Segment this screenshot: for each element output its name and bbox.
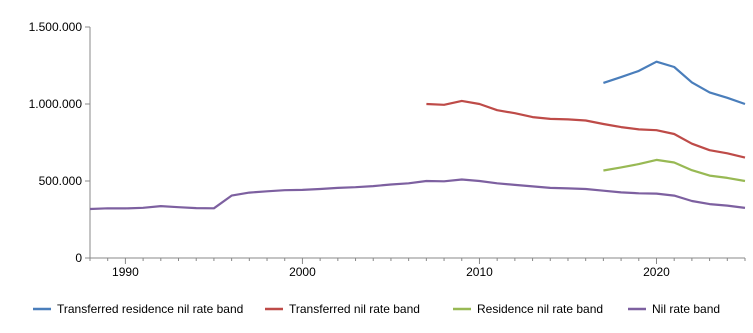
series-line-residence-nil-rate-band: [603, 158, 746, 183]
series-line-nil-rate-band: [89, 178, 746, 211]
series-line-transferred-nil-rate-band: [426, 99, 746, 159]
legend-label: Nil rate band: [652, 302, 720, 316]
legend: Transferred residence nil rate band Trans…: [33, 302, 720, 316]
y-tick-label: 500.000: [39, 174, 83, 188]
x-axis: 1990 2000 2010 2020: [89, 257, 746, 279]
x-tick-label: 2020: [643, 265, 670, 279]
legend-item-transferred-nil-rate-band: Transferred nil rate band: [265, 302, 420, 316]
legend-label: Residence nil rate band: [477, 302, 603, 316]
y-tick-label: 1.500.000: [29, 20, 83, 34]
series-lines: [89, 60, 746, 211]
legend-item-transferred-residence-nil-rate-band: Transferred residence nil rate band: [33, 302, 243, 316]
legend-label: Transferred residence nil rate band: [57, 302, 243, 316]
legend-label: Transferred nil rate band: [289, 302, 420, 316]
x-tick-label: 2000: [289, 265, 316, 279]
x-tick-label: 1990: [112, 265, 139, 279]
x-tick-label: 2010: [466, 265, 493, 279]
legend-item-residence-nil-rate-band: Residence nil rate band: [453, 302, 603, 316]
y-tick-label: 1.000.000: [29, 97, 83, 111]
series-line-transferred-residence-nil-rate-band: [603, 60, 746, 106]
y-axis: 0 500.000 1.000.000 1.500.000: [29, 20, 91, 265]
legend-item-nil-rate-band: Nil rate band: [628, 302, 720, 316]
y-tick-label: 0: [75, 251, 82, 265]
